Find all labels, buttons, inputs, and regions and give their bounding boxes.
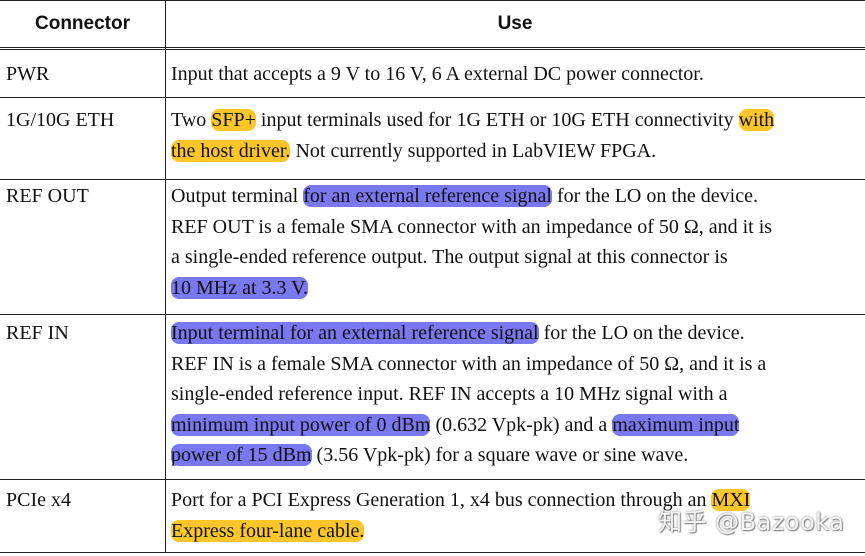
text-segment: (3.56 Vpk-pk) for a square wave or sine … [311,444,689,466]
connector-name: REF OUT [6,185,89,207]
header-double-rule [0,49,865,50]
table-row: PWR Input that accepts a 9 V to 16 V, 6 A… [0,50,865,98]
connector-name: PWR [6,63,50,85]
table-row: REF IN Input terminal for an external ref… [0,315,865,480]
text-line: 10 MHz at 3.3 V. [171,273,772,304]
highlighted-text: with [738,109,775,131]
highlighted-text: SFP+ [211,109,256,131]
highlighted-text: for an external reference signal [303,185,552,207]
highlighted-text: Input terminal for an external reference… [171,322,539,344]
text-segment: Two [171,109,212,131]
text-segment: Not currently supported in LabVIEW FPGA. [290,139,657,162]
highlighted-text: MXI [711,489,751,511]
text-segment: REF OUT is a female SMA connector with a… [171,215,773,238]
highlighted-text: minimum input power of 0 dBm [171,413,431,436]
table-header: Connector Use [0,0,865,48]
text-line: power of 15 dBm (3.56 Vpk-pk) for a squa… [171,440,766,471]
header-connector: Connector [35,13,130,34]
table-row: PCIe x4 Port for a PCI Express Generation… [0,480,865,553]
text-segment: single-ended reference input. REF IN acc… [171,383,728,405]
highlighted-text: maximum input [612,413,740,436]
connector-name: REF IN [6,322,69,344]
header-use: Use [497,13,533,34]
text-line: REF IN is a female SMA connector with an… [171,349,766,380]
text-line: Output terminal for an external referenc… [171,181,772,212]
connector-use: Port for a PCI Express Generation 1, x4 … [171,485,751,547]
text-line: REF OUT is a female SMA connector with a… [171,212,772,243]
connector-name: PCIe x4 [6,489,71,511]
highlighted-text: power of 15 dBm [171,444,312,466]
table-row: 1G/10G ETH Two SFP+ input terminals used … [0,98,865,180]
text-line: Express four-lane cable. [171,516,750,547]
text-line: Input that accepts a 9 V to 16 V, 6 A ex… [171,59,704,90]
text-segment: for the LO on the device. [551,185,758,207]
text-segment: (0.632 Vpk-pk) and a [430,413,613,436]
highlighted-text: 10 MHz at 3.3 V. [171,276,309,299]
text-line: a single-ended reference output. The out… [171,242,772,273]
text-line: single-ended reference input. REF IN acc… [171,379,766,410]
text-segment: Port for a PCI Express Generation 1, x4 … [171,489,712,511]
text-segment: Input that accepts a 9 V to 16 V, 6 A ex… [171,63,704,85]
connector-use: Output terminal for an external referenc… [171,181,772,303]
text-line: Two SFP+ input terminals used for 1G ETH… [171,105,775,136]
text-line: the host driver. Not currently supported… [171,136,774,167]
connector-use: Two SFP+ input terminals used for 1G ETH… [171,105,775,167]
text-segment: REF IN is a female SMA connector with an… [171,352,767,375]
highlighted-text: Express four-lane cable. [171,519,365,542]
watermark: 知乎 @Bazooka [658,508,845,536]
text-segment: for the LO on the device. [538,322,745,344]
column-divider [165,0,166,553]
text-line: Input terminal for an external reference… [171,318,766,349]
text-line: Port for a PCI Express Generation 1, x4 … [171,485,751,516]
connector-use: Input that accepts a 9 V to 16 V, 6 A ex… [171,59,704,90]
connector-use: Input terminal for an external reference… [171,318,766,471]
table-row: REF OUT Output terminal for an external r… [0,180,865,315]
text-segment: Output terminal [171,185,304,207]
connector-name: 1G/10G ETH [6,109,115,131]
text-line: minimum input power of 0 dBm (0.632 Vpk-… [171,410,766,441]
text-segment: a single-ended reference output. The out… [171,246,728,268]
highlighted-text: the host driver. [171,139,291,162]
text-segment: input terminals used for 1G ETH or 10G E… [255,109,739,131]
